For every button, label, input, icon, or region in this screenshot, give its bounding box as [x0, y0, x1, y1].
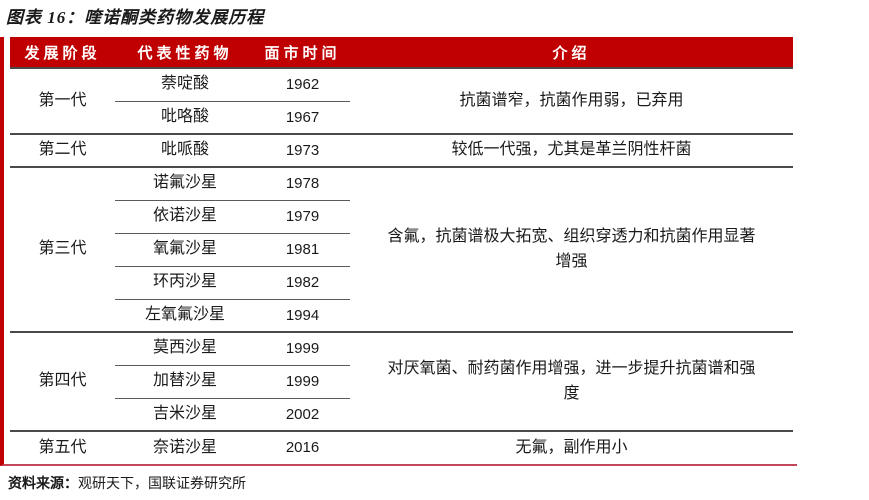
market-year-cell: 2016 — [285, 439, 320, 457]
table-row: 加替沙星 1999 — [10, 365, 793, 399]
intro-cell: 含氟，抗菌谱极大拓宽、组织穿透力和抗菌作用显著增强 — [350, 167, 793, 333]
drug-name-cell: 吡哌酸 — [115, 134, 255, 168]
market-year-cell: 1967 — [255, 101, 350, 135]
drug-name-cell: 加替沙星 — [115, 365, 255, 399]
table-row: 第三代 诺氟沙星 1978 含氟，抗菌谱极大拓宽、组织穿透力和抗菌作用显著增强 — [10, 167, 793, 333]
source-line: 资料来源：观研天下，国联证券研究所 — [0, 475, 869, 497]
drug-name-cell: 诺氟沙星 — [115, 167, 255, 201]
header-intro: 介绍 — [350, 37, 793, 69]
intro-cell: 抗菌谱窄，抗菌作用弱，已弃用 — [350, 68, 793, 135]
table-header-row: 发展阶段 代表性药物 面市时间 介绍 — [10, 37, 793, 69]
table-body: 第一代 萘啶酸 1962 抗菌谱窄，抗菌作用弱，已弃用 吡咯酸 1967 第二代 吡哌酸 197… — [10, 68, 793, 464]
stage-cell: 第一代 — [10, 68, 115, 135]
drug-name-cell: 氧氟沙星 — [115, 233, 255, 267]
stage-cell: 第五代 — [38, 438, 87, 456]
intro-cell: 对厌氧菌、耐药菌作用增强，进一步提升抗菌谱和强度 — [350, 332, 793, 432]
market-year-cell: 1999 — [255, 332, 350, 366]
intro-cell: 较低一代强，尤其是革兰阴性杆菌 — [350, 134, 793, 168]
table-row: 第五代 奈诺沙星 2016 无氟，副作用小 — [10, 431, 793, 464]
source-label: 资料来源： — [8, 477, 78, 492]
drug-name-cell: 萘啶酸 — [115, 68, 255, 102]
figure-block: 发展阶段 代表性药物 面市时间 介绍 第一代 萘啶酸 1962 抗菌谱窄，抗菌作用弱，… — [0, 37, 797, 466]
market-year-cell: 1981 — [255, 233, 350, 267]
market-year-cell: 1973 — [255, 134, 350, 168]
drug-name-cell: 奈诺沙星 — [152, 438, 217, 456]
stage-cell: 第三代 — [10, 167, 115, 333]
drug-name-cell: 吡咯酸 — [115, 101, 255, 135]
source-value: 观研天下，国联证券研究所 — [78, 477, 246, 492]
market-year-cell: 1994 — [255, 299, 350, 333]
drug-name-cell: 环丙沙星 — [115, 266, 255, 300]
market-year-cell: 1978 — [255, 167, 350, 201]
table-row: 环丙沙星 1982 — [10, 266, 793, 300]
header-stage: 发展阶段 — [10, 37, 115, 69]
header-year: 面市时间 — [255, 37, 350, 69]
stage-cell: 第二代 — [10, 134, 115, 168]
table-row: 第四代 莫西沙星 1999 对厌氧菌、耐药菌作用增强，进一步提升抗菌谱和强度 — [10, 332, 793, 432]
drug-name-cell: 莫西沙星 — [115, 332, 255, 366]
table-row: 第二代 吡哌酸 1973 较低一代强，尤其是革兰阴性杆菌 — [10, 134, 793, 168]
table-row: 吉米沙星 2002 — [10, 398, 793, 432]
table-row: 吡咯酸 1967 — [10, 101, 793, 135]
market-year-cell: 1962 — [255, 68, 350, 102]
drug-name-cell: 吉米沙星 — [115, 398, 255, 432]
stage-cell: 第四代 — [10, 332, 115, 432]
drug-name-cell: 依诺沙星 — [115, 200, 255, 234]
intro-cell: 无氟，副作用小 — [515, 438, 628, 456]
table-row: 依诺沙星 1979 — [10, 200, 793, 234]
quinolone-development-table: 发展阶段 代表性药物 面市时间 介绍 第一代 萘啶酸 1962 抗菌谱窄，抗菌作用弱，… — [10, 37, 793, 464]
figure-title: 图表 16：喹诺酮类药物发展历程 — [6, 8, 265, 27]
market-year-cell: 1979 — [255, 200, 350, 234]
drug-name-cell: 左氧氟沙星 — [115, 299, 255, 333]
header-drug: 代表性药物 — [115, 37, 255, 69]
table-row: 左氧氟沙星 1994 — [10, 299, 793, 333]
market-year-cell: 1999 — [255, 365, 350, 399]
table-row: 第一代 萘啶酸 1962 抗菌谱窄，抗菌作用弱，已弃用 — [10, 68, 793, 135]
market-year-cell: 1982 — [255, 266, 350, 300]
market-year-cell: 2002 — [255, 398, 350, 432]
table-row: 氧氟沙星 1981 — [10, 233, 793, 267]
